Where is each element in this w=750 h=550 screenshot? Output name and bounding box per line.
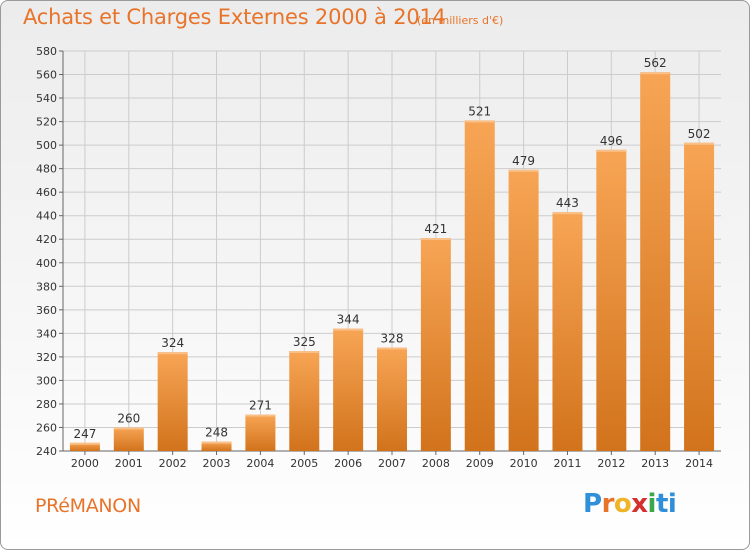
data-label: 324 — [161, 336, 184, 350]
bar-highlight — [289, 351, 320, 353]
y-tick-label: 560 — [36, 69, 57, 82]
x-tick-label: 2003 — [203, 457, 231, 470]
data-label: 344 — [337, 313, 360, 327]
bar-highlight — [464, 120, 495, 123]
bar — [377, 347, 407, 451]
data-label: 328 — [381, 331, 404, 345]
y-tick-label: 540 — [36, 92, 57, 105]
bar-highlight — [596, 149, 627, 152]
bar — [552, 212, 583, 451]
data-label: 271 — [249, 399, 272, 413]
data-label: 562 — [644, 56, 667, 70]
y-tick-label: 420 — [36, 233, 57, 246]
data-label: 325 — [293, 335, 316, 349]
data-label: 260 — [117, 411, 140, 425]
bar — [289, 351, 320, 451]
bar — [596, 149, 627, 451]
bar — [508, 169, 539, 451]
bar — [333, 328, 364, 451]
bar-highlight — [113, 427, 144, 430]
bar — [245, 414, 276, 451]
commune-name: PRéMANON — [35, 495, 141, 517]
data-label: 247 — [73, 427, 96, 441]
bar — [201, 441, 232, 451]
y-tick-label: 240 — [36, 445, 57, 458]
bar-highlight — [377, 347, 407, 350]
y-tick-label: 320 — [36, 351, 57, 364]
bar-highlight — [201, 441, 232, 444]
data-label: 521 — [468, 104, 491, 118]
x-tick-label: 2001 — [115, 457, 143, 470]
x-tick-label: 2007 — [378, 457, 406, 470]
y-tick-label: 280 — [36, 398, 57, 411]
x-tick-label: 2005 — [290, 457, 318, 470]
y-tick-label: 520 — [36, 116, 57, 129]
data-label: 443 — [556, 196, 579, 210]
y-tick-label: 360 — [36, 304, 57, 317]
y-tick-label: 260 — [36, 421, 57, 434]
x-tick-label: 2011 — [553, 457, 581, 470]
bar — [684, 142, 715, 451]
bar-highlight — [684, 142, 715, 145]
y-tick-label: 480 — [36, 163, 57, 176]
bar-highlight — [333, 328, 364, 331]
y-tick-label: 460 — [36, 186, 57, 199]
y-tick-label: 500 — [36, 139, 57, 152]
data-labels: 247 260 324 248 271 325 344 328 421 521 479 443 496 5… — [73, 56, 710, 441]
bar-highlight — [245, 414, 276, 417]
data-label: 421 — [424, 222, 447, 236]
y-tick-label: 340 — [36, 327, 57, 340]
data-label: 496 — [600, 134, 623, 148]
bar — [113, 427, 144, 451]
bar-highlight — [640, 72, 671, 75]
bar-highlight — [69, 442, 100, 445]
proxiti-logo: Proxiti — [583, 489, 677, 519]
chart-subtitle: (en milliers d'€) — [417, 14, 504, 27]
chart-title: Achats et Charges Externes 2000 à 2014 — [23, 5, 446, 29]
x-tick-label: 2002 — [159, 457, 187, 470]
bar — [157, 352, 188, 451]
data-label: 479 — [512, 154, 535, 168]
y-tick-label: 400 — [36, 257, 57, 270]
x-tick-label: 2014 — [685, 457, 713, 470]
bar — [69, 442, 100, 451]
bar — [640, 72, 671, 452]
bar — [464, 120, 495, 451]
bar-highlight — [420, 238, 451, 241]
x-tick-label: 2004 — [246, 457, 274, 470]
x-tick-label: 2006 — [334, 457, 362, 470]
y-tick-label: 440 — [36, 210, 57, 223]
bar-highlight — [157, 352, 188, 355]
bar-highlight — [552, 212, 583, 215]
x-tick-label: 2012 — [597, 457, 625, 470]
bar-highlight — [508, 169, 539, 172]
y-tick-label: 300 — [36, 374, 57, 387]
bar — [420, 238, 451, 451]
data-label: 248 — [205, 426, 228, 440]
x-tick-label: 2013 — [641, 457, 669, 470]
y-tick-label: 380 — [36, 280, 57, 293]
bars — [69, 72, 715, 452]
x-tick-label: 2000 — [71, 457, 99, 470]
x-tick-label: 2008 — [422, 457, 450, 470]
x-tick-label: 2010 — [510, 457, 538, 470]
data-label: 502 — [688, 127, 711, 141]
x-tick-label: 2009 — [466, 457, 494, 470]
y-tick-label: 580 — [36, 45, 57, 58]
